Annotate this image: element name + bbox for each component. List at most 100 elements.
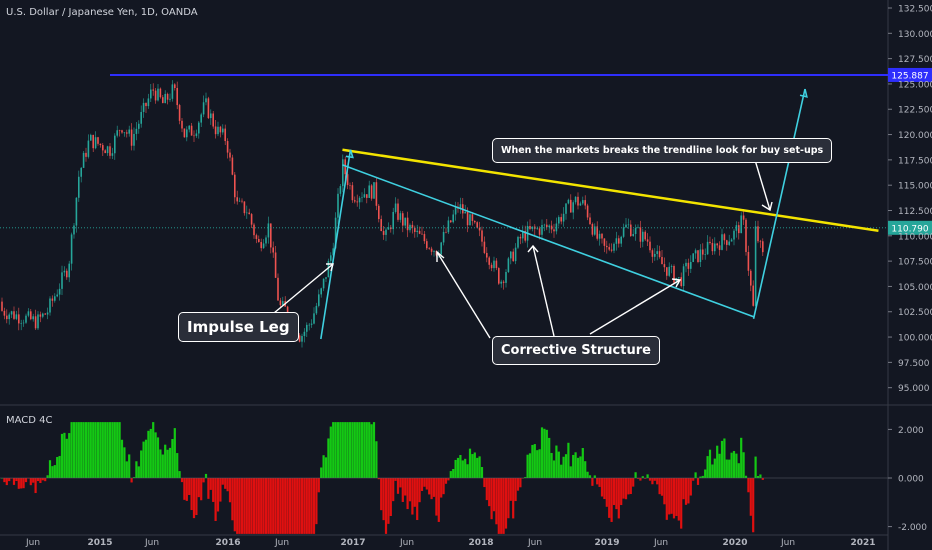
macd-bar: [735, 453, 738, 478]
macd-bar: [80, 422, 83, 478]
macd-bar: [154, 432, 157, 478]
candle-body: [130, 129, 133, 146]
candle-body: [66, 270, 68, 278]
candle-body: [740, 215, 742, 234]
candle-body: [658, 251, 661, 258]
macd-bar: [552, 460, 556, 478]
macd-bar: [39, 478, 42, 484]
macd-bar: [269, 478, 272, 534]
macd-bar: [490, 478, 493, 520]
candle-body: [625, 224, 627, 228]
macd-bar: [653, 478, 656, 481]
macd-bar: [528, 453, 532, 478]
candle-body: [68, 263, 70, 278]
macd-bar: [399, 478, 402, 488]
candle-body: [267, 223, 270, 238]
candle-body: [440, 242, 442, 255]
time-tick-label: Jun: [144, 538, 159, 548]
candle-body: [394, 203, 397, 212]
macd-bar: [617, 478, 620, 519]
breakout-connector: [754, 159, 771, 211]
macd-bar: [351, 422, 354, 478]
candle-body: [193, 135, 195, 137]
candle-body: [517, 236, 519, 248]
candle-body: [258, 239, 260, 243]
candle-body: [164, 93, 166, 104]
candle-body: [586, 205, 589, 218]
macd-bar: [303, 478, 306, 534]
candle-body: [553, 229, 555, 232]
candle-body: [385, 229, 387, 235]
macd-bar: [557, 451, 560, 478]
candle-body: [630, 224, 632, 237]
macd-bar: [759, 474, 762, 478]
candle-body: [90, 134, 92, 141]
candle-body: [699, 249, 702, 263]
price-tick-label: 132.500: [898, 5, 932, 15]
macd-bar: [296, 478, 299, 534]
candle-body: [471, 214, 474, 221]
macd-bar: [68, 433, 71, 478]
macd-bar: [284, 478, 287, 534]
macd-bar: [344, 422, 347, 478]
candle-body: [234, 174, 236, 198]
macd-bar: [82, 422, 85, 478]
macd-bar: [231, 478, 234, 521]
macd-bar: [3, 478, 6, 483]
macd-bar: [34, 478, 37, 494]
candle-body: [464, 211, 466, 214]
corrective-connector-1-head: [436, 250, 445, 262]
candle-body: [615, 238, 618, 244]
macd-bar: [46, 475, 49, 478]
candle-body: [6, 315, 8, 320]
candle-body: [22, 322, 25, 324]
candle-body: [198, 122, 200, 134]
macd-bar: [524, 477, 527, 478]
candle-body: [49, 298, 51, 313]
macd-bar: [387, 478, 390, 524]
macd-bar: [658, 478, 661, 495]
candle-body: [757, 226, 759, 242]
macd-bar: [716, 445, 719, 478]
macd-bar: [603, 478, 606, 500]
time-tick-label: 2016: [215, 538, 240, 548]
macd-bar: [423, 478, 426, 487]
candle-body: [82, 152, 85, 168]
macd-bar: [238, 478, 241, 534]
macd-bar: [555, 445, 558, 478]
macd-bar: [622, 478, 625, 499]
macd-bar: [118, 422, 121, 478]
macd-bar: [651, 478, 654, 485]
macd-bar: [274, 478, 277, 534]
candle-body: [411, 224, 414, 228]
candle-body: [222, 128, 224, 133]
candle-body: [217, 126, 219, 135]
macd-bar: [32, 478, 35, 483]
macd-bar: [58, 455, 61, 478]
macd-bar: [20, 478, 23, 489]
candle-body: [428, 248, 430, 249]
candle-body: [126, 132, 128, 134]
macd-bar: [696, 478, 700, 485]
macd-bar: [221, 478, 224, 485]
time-tick-label: Jun: [527, 538, 542, 548]
candle-body: [70, 234, 73, 264]
candle-body: [270, 223, 272, 248]
candle-body: [649, 241, 651, 251]
time-tick-label: Jun: [25, 538, 40, 548]
candle-body: [116, 130, 118, 136]
macd-bar: [704, 469, 707, 478]
candle-body: [51, 298, 54, 301]
macd-bar: [8, 478, 11, 482]
candle-body: [236, 197, 238, 202]
macd-bar: [675, 478, 678, 516]
macd-bar: [449, 471, 452, 478]
candle-body: [555, 223, 558, 232]
candle-body: [114, 135, 116, 154]
macd-bar: [749, 478, 752, 516]
macd-bar: [687, 478, 690, 504]
macd-bar: [579, 456, 582, 478]
candle-body: [169, 98, 171, 100]
candle-body: [510, 251, 512, 259]
